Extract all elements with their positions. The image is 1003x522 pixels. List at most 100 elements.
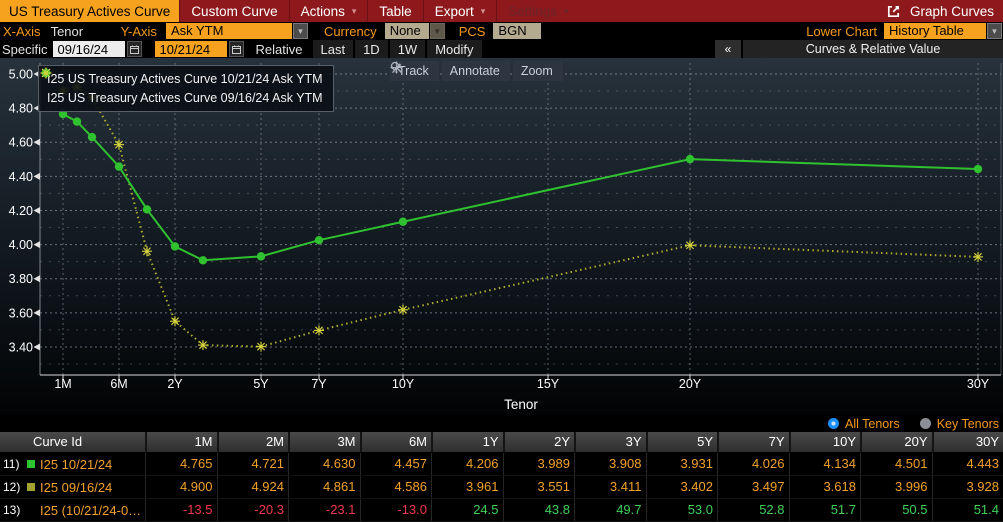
chevron-down-icon[interactable]: ▼ bbox=[987, 23, 1002, 39]
data-point-marker[interactable] bbox=[170, 242, 180, 251]
data-point-marker[interactable] bbox=[685, 154, 695, 164]
data-point-marker[interactable] bbox=[973, 251, 983, 262]
graph-curves-button[interactable]: Graph Curves bbox=[877, 0, 1003, 22]
zoom-button[interactable]: Zoom bbox=[390, 61, 563, 81]
column-header-10y[interactable]: 10Y bbox=[788, 432, 861, 452]
table-cell-value: 3.908 bbox=[574, 453, 646, 475]
data-point-marker[interactable] bbox=[398, 217, 408, 226]
last-button[interactable]: Last bbox=[312, 40, 354, 58]
one-week-button[interactable]: 1W bbox=[389, 40, 426, 58]
column-header-30y[interactable]: 30Y bbox=[931, 432, 1003, 452]
data-point-marker[interactable] bbox=[198, 256, 208, 265]
table-row[interactable]: 12) I25 09/16/24 4.900 4.924 4.861 4.586 3.961… bbox=[0, 476, 1003, 499]
collapse-panel-button[interactable]: « bbox=[715, 40, 741, 58]
menu-item-export[interactable]: Export ▾ bbox=[422, 0, 497, 22]
currency-select[interactable]: None bbox=[384, 23, 429, 39]
column-header-1m[interactable]: 1M bbox=[145, 432, 217, 452]
column-header-7y[interactable]: 7Y bbox=[717, 432, 789, 452]
y-tick-arrow-icon bbox=[33, 343, 40, 351]
data-point-marker[interactable] bbox=[314, 325, 324, 336]
lower-chart-label: Lower Chart bbox=[806, 23, 877, 39]
tab-curves-relative-value[interactable]: Curves & Relative Value bbox=[741, 40, 1003, 58]
data-point-marker[interactable] bbox=[256, 252, 266, 261]
axes bbox=[33, 63, 1002, 379]
x-axis-label: X-Axis bbox=[3, 23, 41, 39]
table-cell-value: 4.501 bbox=[860, 453, 932, 475]
track-label: Track bbox=[398, 63, 429, 78]
menu-item-custom-curve[interactable]: Custom Curve bbox=[179, 0, 288, 22]
data-point-marker[interactable] bbox=[170, 316, 180, 327]
y-tick-label: 4.40 bbox=[9, 170, 33, 184]
table-cell-value: 3.411 bbox=[574, 476, 646, 498]
relative-mode-label[interactable]: Relative bbox=[255, 41, 303, 57]
curve-chart[interactable]: 5.00 4.80 4.60 4.40 4.20 4.00 3.80 3.60 3.40 1M 6M… bbox=[0, 58, 1003, 415]
menu-item-label: Table bbox=[379, 3, 412, 19]
key-tenors-radio[interactable] bbox=[919, 418, 931, 429]
table-cell-value: 4.721 bbox=[216, 453, 289, 475]
x-axis-value[interactable]: Tenor bbox=[50, 23, 84, 39]
x-tick-label: 5Y bbox=[253, 377, 269, 391]
active-tab-label: US Treasury Actives Curve bbox=[9, 3, 171, 19]
column-header-6m[interactable]: 6M bbox=[359, 432, 432, 452]
data-point-marker[interactable] bbox=[114, 139, 124, 150]
tab-us-treasury-actives-curve[interactable]: US Treasury Actives Curve bbox=[0, 0, 180, 22]
menu-item-label: Export bbox=[434, 3, 474, 19]
table-row[interactable]: 11) I25 10/21/24 4.765 4.721 4.630 4.457 4.206… bbox=[0, 453, 1003, 476]
table-body: 11) I25 10/21/24 4.765 4.721 4.630 4.457 4.206… bbox=[0, 453, 1003, 522]
column-header-2m[interactable]: 2M bbox=[216, 432, 289, 452]
data-point-marker[interactable] bbox=[87, 132, 97, 142]
table-cell-value: -13.0 bbox=[359, 499, 432, 521]
column-header-curve-id[interactable]: Curve Id bbox=[33, 434, 83, 449]
curve-id: I25 10/21/24 bbox=[40, 456, 113, 472]
track-button[interactable]: Track bbox=[390, 61, 439, 81]
data-point-marker[interactable] bbox=[72, 117, 82, 126]
x-tick-label: 1M bbox=[54, 377, 71, 391]
table-cell-value: 3.961 bbox=[431, 476, 503, 498]
column-header-3y[interactable]: 3Y bbox=[574, 432, 646, 452]
column-header-3m[interactable]: 3M bbox=[288, 432, 360, 452]
chevron-down-icon[interactable]: ▼ bbox=[292, 23, 308, 39]
chart-canvas[interactable]: 5.00 4.80 4.60 4.40 4.20 4.00 3.80 3.60 3.40 1M 6M… bbox=[0, 58, 1003, 415]
key-tenors-label[interactable]: Key Tenors bbox=[936, 416, 999, 431]
table-cell-value: 3.402 bbox=[645, 476, 718, 498]
menu-item-table[interactable]: Table bbox=[367, 0, 422, 22]
x-tick-label: 15Y bbox=[537, 377, 560, 391]
calendar-icon[interactable] bbox=[126, 41, 142, 57]
date-from-input[interactable] bbox=[52, 41, 125, 57]
data-point-marker[interactable] bbox=[398, 304, 408, 315]
modify-button[interactable]: Modify bbox=[427, 40, 482, 58]
data-point-marker[interactable] bbox=[114, 162, 124, 171]
menu-bar: US Treasury Actives Curve Custom Curve A… bbox=[0, 0, 1003, 22]
data-point-marker[interactable] bbox=[142, 205, 152, 214]
annotate-button[interactable]: Annotate bbox=[392, 61, 510, 81]
one-day-button[interactable]: 1D bbox=[355, 40, 388, 58]
y-tick-label: 5.00 bbox=[9, 68, 33, 82]
legend-item: I25 US Treasury Actives Curve 09/16/24 A… bbox=[40, 67, 323, 107]
pcs-select[interactable]: BGN bbox=[493, 23, 542, 39]
lower-chart-select[interactable]: History Table bbox=[884, 23, 986, 39]
data-point-marker[interactable] bbox=[198, 340, 208, 351]
data-point-marker[interactable] bbox=[685, 240, 695, 251]
menu-item-actions[interactable]: Actions ▾ bbox=[288, 0, 368, 22]
x-tick-label: 2Y bbox=[167, 377, 183, 391]
column-header-2y[interactable]: 2Y bbox=[502, 432, 575, 452]
table-row[interactable]: 13) I25 (10/21/24-0… -13.5 -20.3 -23.1 -13.0 2… bbox=[0, 499, 1003, 522]
table-cell-value: 3.618 bbox=[788, 476, 861, 498]
data-point-marker[interactable] bbox=[314, 235, 324, 245]
column-header-20y[interactable]: 20Y bbox=[860, 432, 932, 452]
data-point-marker[interactable] bbox=[256, 341, 266, 352]
x-tick-label: 7Y bbox=[311, 377, 327, 391]
data-point-marker[interactable] bbox=[973, 164, 983, 174]
specific-mode-label[interactable]: Specific bbox=[2, 41, 48, 57]
all-tenors-label[interactable]: All Tenors bbox=[845, 416, 900, 431]
column-header-5y[interactable]: 5Y bbox=[645, 432, 718, 452]
table-cell-value: 4.900 bbox=[145, 476, 217, 498]
table-cell-value: 3.931 bbox=[645, 453, 718, 475]
data-point-marker[interactable] bbox=[142, 246, 152, 257]
date-to-input[interactable] bbox=[154, 41, 227, 57]
table-cell-value: 4.457 bbox=[359, 453, 432, 475]
y-axis-select[interactable]: Ask YTM bbox=[165, 23, 292, 39]
calendar-icon[interactable] bbox=[228, 41, 244, 57]
column-header-1y[interactable]: 1Y bbox=[431, 432, 503, 452]
all-tenors-radio[interactable] bbox=[828, 418, 840, 429]
